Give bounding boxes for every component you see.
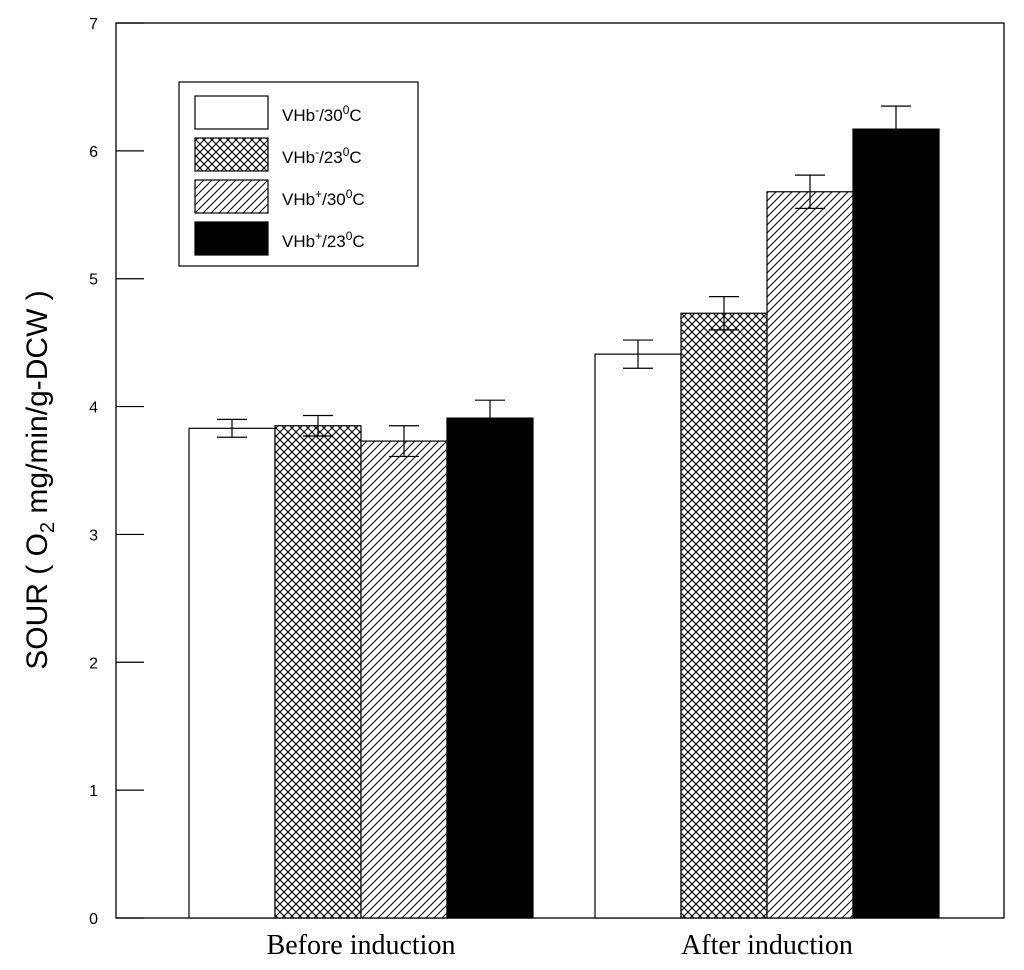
legend-label: VHb+/230C <box>282 229 365 251</box>
plot-frame <box>115 22 1005 919</box>
legend-label: VHb+/300C <box>282 187 365 209</box>
y-tick-label: 1 <box>89 783 98 800</box>
y-tick-label: 3 <box>89 527 98 544</box>
bar <box>360 440 448 919</box>
y-tick-label: 5 <box>89 272 98 289</box>
y-axis-title: SOUR ( O2 mg/min/g-DCW ) <box>21 290 59 669</box>
y-tick-label: 7 <box>89 16 98 33</box>
legend-swatch <box>194 221 269 256</box>
bar <box>852 128 940 919</box>
bar <box>274 425 362 919</box>
bar <box>594 353 682 919</box>
legend-swatch <box>194 137 269 172</box>
legend: VHb-/300C VHb-/230C VHb+/300C VHb+/230C <box>178 81 419 267</box>
bar <box>680 312 768 919</box>
legend-swatch <box>194 95 269 130</box>
y-tick-label: 6 <box>89 144 98 161</box>
bar <box>188 427 276 919</box>
x-category-label: After induction <box>681 930 853 961</box>
y-tick-label: 4 <box>89 400 98 417</box>
bar <box>446 417 534 919</box>
x-category-label: Before induction <box>267 930 456 961</box>
legend-label: VHb-/300C <box>282 103 362 125</box>
legend-swatch <box>194 179 269 214</box>
y-tick-label: 2 <box>89 655 98 672</box>
bar <box>766 191 854 919</box>
y-tick-label: 0 <box>89 911 98 928</box>
legend-label: VHb-/230C <box>282 145 362 167</box>
